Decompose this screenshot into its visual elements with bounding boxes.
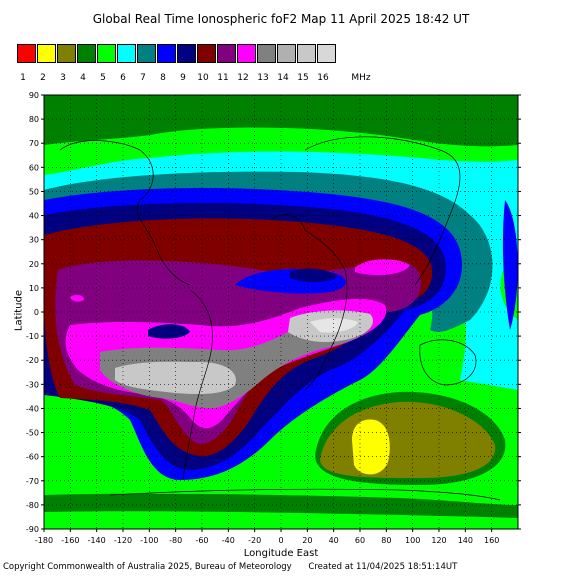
- legend-label: 14: [277, 73, 289, 83]
- legend-swatch: [137, 44, 156, 63]
- legend-label: 12: [237, 73, 249, 83]
- contour-band-south-light: [44, 511, 518, 529]
- legend-label: 13: [257, 73, 269, 83]
- y-tick-label: -80: [26, 501, 39, 510]
- y-tick-label: -50: [26, 429, 39, 438]
- legend-label: 10: [197, 73, 209, 83]
- y-tick-label: -60: [26, 453, 39, 462]
- contour-core-right-inner: [310, 318, 358, 333]
- contour-low-spot: [148, 324, 190, 339]
- x-tick-label: -60: [195, 536, 208, 545]
- x-tick-label: 0: [278, 536, 283, 545]
- y-tick-label: 50: [29, 187, 39, 196]
- legend-swatch: [57, 44, 76, 63]
- copyright-text: Copyright Commonwealth of Australia 2025…: [3, 562, 292, 572]
- x-tick-label: 40: [329, 536, 339, 545]
- legend-swatch: [157, 44, 176, 63]
- coastline-australia: [419, 339, 477, 386]
- legend-labels: 1 2 3 4 5 6 7 8 9 10 11 12 13 14 15 16 MHz: [17, 73, 377, 85]
- y-tick-label: 40: [29, 212, 39, 221]
- legend-swatch: [97, 44, 116, 63]
- x-tick-label: -20: [248, 536, 261, 545]
- legend-swatch: [37, 44, 56, 63]
- x-tick-label: 140: [458, 536, 473, 545]
- contour-band-east: [502, 200, 518, 330]
- contour-low-north-core: [290, 268, 338, 283]
- y-tick-label: 10: [29, 284, 39, 293]
- legend-label: 4: [80, 73, 86, 83]
- legend-label: 16: [317, 73, 329, 83]
- coastline-eurasia: [304, 136, 461, 286]
- x-tick-label: 60: [355, 536, 365, 545]
- contour-high-asia: [355, 259, 410, 276]
- legend-label: 11: [217, 73, 229, 83]
- legend-swatch: [297, 44, 316, 63]
- coastline-north-america: [59, 140, 191, 286]
- x-tick-label: 120: [431, 536, 446, 545]
- y-tick-label: 70: [29, 139, 39, 148]
- map-title: Global Real Time Ionospheric foF2 Map 11…: [92, 12, 470, 26]
- legend-label: 2: [40, 73, 46, 83]
- x-tick-label: 20: [302, 536, 312, 545]
- legend-label: 7: [140, 73, 146, 83]
- x-tick-label: -80: [169, 536, 182, 545]
- footer: Copyright Commonwealth of Australia 2025…: [3, 562, 471, 572]
- contour-south-peak: [352, 419, 390, 475]
- x-tick-label: 100: [405, 536, 420, 545]
- y-tick-label: -10: [26, 332, 39, 341]
- created-text: Created at 11/04/2025 18:51:14UT: [308, 562, 458, 572]
- x-tick-label: 80: [381, 536, 391, 545]
- y-tick-label: -40: [26, 404, 39, 413]
- x-tick-label: -140: [88, 536, 106, 545]
- axis-ticks: -180 -160 -140 -120 -100 -80 -60 -40 -20 0 20 40 60 8…: [26, 91, 521, 545]
- x-axis-label: Longitude East: [243, 548, 319, 559]
- legend-unit: MHz: [351, 73, 371, 83]
- legend-swatch: [257, 44, 276, 63]
- legend-swatch: [237, 44, 256, 63]
- y-tick-label: 60: [29, 163, 39, 172]
- y-tick-label: 30: [29, 236, 39, 245]
- y-tick-label: 20: [29, 260, 39, 269]
- legend-swatch: [317, 44, 336, 63]
- x-tick-label: -180: [35, 536, 53, 545]
- legend-swatch: [77, 44, 96, 63]
- coastline-south-america: [182, 289, 213, 481]
- frequency-legend: 1 2 3 4 5 6 7 8 9 10 11 12 13 14 15 16 MHz: [17, 44, 371, 83]
- contour-core-left: [115, 361, 236, 395]
- legend-swatch: [277, 44, 296, 63]
- y-tick-label: -90: [26, 525, 39, 534]
- legend-swatches: [17, 44, 337, 63]
- coastlines: [59, 136, 501, 501]
- x-tick-label: -40: [222, 536, 235, 545]
- legend-swatch: [117, 44, 136, 63]
- legend-label: 6: [120, 73, 126, 83]
- legend-label: 3: [60, 73, 66, 83]
- contour-band-north-dark: [44, 95, 518, 147]
- legend-swatch: [217, 44, 236, 63]
- coastline-antarctica: [109, 488, 501, 501]
- y-tick-label: -20: [26, 356, 39, 365]
- legend-swatch: [17, 44, 36, 63]
- legend-swatch: [197, 44, 216, 63]
- y-tick-label: 90: [29, 91, 39, 100]
- x-tick-label: -160: [61, 536, 79, 545]
- legend-label: 5: [100, 73, 106, 83]
- legend-label: 9: [180, 73, 186, 83]
- legend-swatch: [177, 44, 196, 63]
- y-axis-label: Latitude: [13, 289, 25, 332]
- legend-label: 8: [160, 73, 166, 83]
- legend-label: 1: [20, 73, 26, 83]
- legend-label: 15: [297, 73, 309, 83]
- y-tick-label: 0: [34, 308, 39, 317]
- x-tick-label: 160: [484, 536, 499, 545]
- y-tick-label: -70: [26, 477, 39, 486]
- coastline-africa: [269, 214, 348, 391]
- y-tick-label: -30: [26, 380, 39, 389]
- x-tick-label: -120: [114, 536, 132, 545]
- y-tick-label: 80: [29, 115, 39, 124]
- contour-high-spot: [70, 294, 85, 302]
- x-tick-label: -100: [140, 536, 158, 545]
